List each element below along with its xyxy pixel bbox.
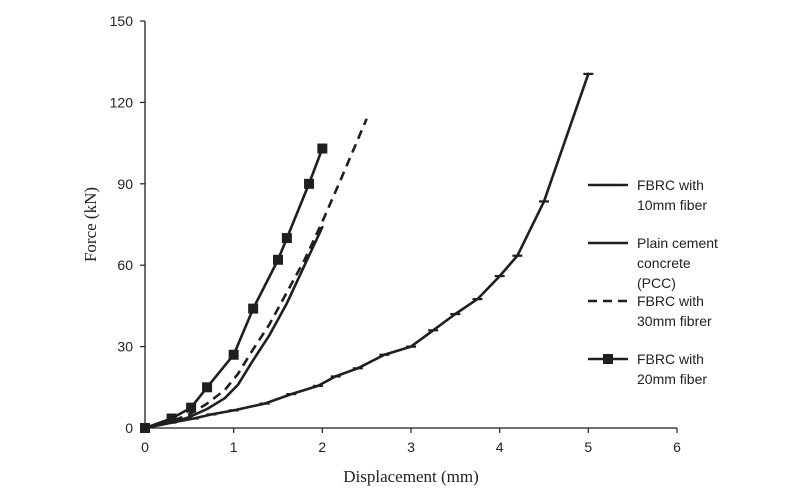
legend-entry-1: FBRC with 10mm fiber bbox=[588, 177, 707, 213]
legend-label: FBRC with bbox=[637, 293, 704, 309]
legend-label: (PCC) bbox=[637, 275, 676, 291]
square-marker-7 bbox=[281, 233, 292, 244]
x-tick-label: 0 bbox=[141, 439, 149, 455]
series-2 bbox=[143, 225, 324, 430]
square-marker-0 bbox=[140, 423, 150, 433]
y-tick-label: 30 bbox=[117, 339, 133, 355]
square-marker-1 bbox=[166, 413, 177, 424]
legend-label: 30mm fibrer bbox=[637, 313, 712, 329]
y-tick-label: 120 bbox=[110, 94, 134, 110]
square-marker-6 bbox=[273, 254, 283, 265]
legend-label: 20mm fiber bbox=[637, 371, 707, 387]
legend-label: concrete bbox=[637, 255, 691, 271]
square-marker-5 bbox=[248, 303, 259, 314]
series-1 bbox=[140, 72, 594, 430]
legend-entry-4: FBRC with 20mm fiber bbox=[588, 351, 707, 387]
legend-entry-3: FBRC with 30mm fibrer bbox=[588, 293, 712, 329]
series-line-2 bbox=[143, 225, 324, 430]
legend-entry-2: Plain cement concrete (PCC) bbox=[588, 235, 718, 291]
x-tick-label: 3 bbox=[407, 439, 415, 455]
x-axis-title: Displacement (mm) bbox=[343, 467, 479, 486]
legend-label: Plain cement bbox=[637, 235, 718, 251]
y-tick-label: 60 bbox=[117, 257, 133, 273]
legend: FBRC with 10mm fiber Plain cement concrete (… bbox=[588, 177, 718, 387]
x-tick-label: 5 bbox=[584, 439, 592, 455]
x-tick-label: 2 bbox=[318, 439, 326, 455]
x-tick-label: 6 bbox=[673, 439, 681, 455]
y-tick-label: 150 bbox=[110, 13, 134, 29]
x-tick-label: 4 bbox=[496, 439, 504, 455]
y-tick-label: 0 bbox=[125, 420, 133, 436]
series-3 bbox=[144, 118, 368, 430]
series-4 bbox=[140, 143, 328, 433]
legend-label: FBRC with bbox=[637, 351, 704, 367]
square-marker-4 bbox=[228, 349, 239, 360]
y-axis-title: Force (kN) bbox=[81, 187, 100, 262]
square-marker-8 bbox=[304, 178, 315, 189]
legend-label: FBRC with bbox=[637, 177, 704, 193]
square-marker-9 bbox=[317, 143, 328, 154]
series-line-1 bbox=[143, 72, 590, 430]
series-line-3 bbox=[144, 118, 368, 430]
x-tick-label: 1 bbox=[230, 439, 238, 455]
square-marker-3 bbox=[202, 382, 213, 393]
legend-label: 10mm fiber bbox=[637, 197, 707, 213]
y-tick-label: 90 bbox=[117, 176, 133, 192]
square-marker-legend bbox=[603, 354, 613, 364]
series-layer bbox=[140, 72, 594, 433]
square-marker-2 bbox=[186, 402, 197, 413]
series-line-4 bbox=[143, 147, 324, 430]
